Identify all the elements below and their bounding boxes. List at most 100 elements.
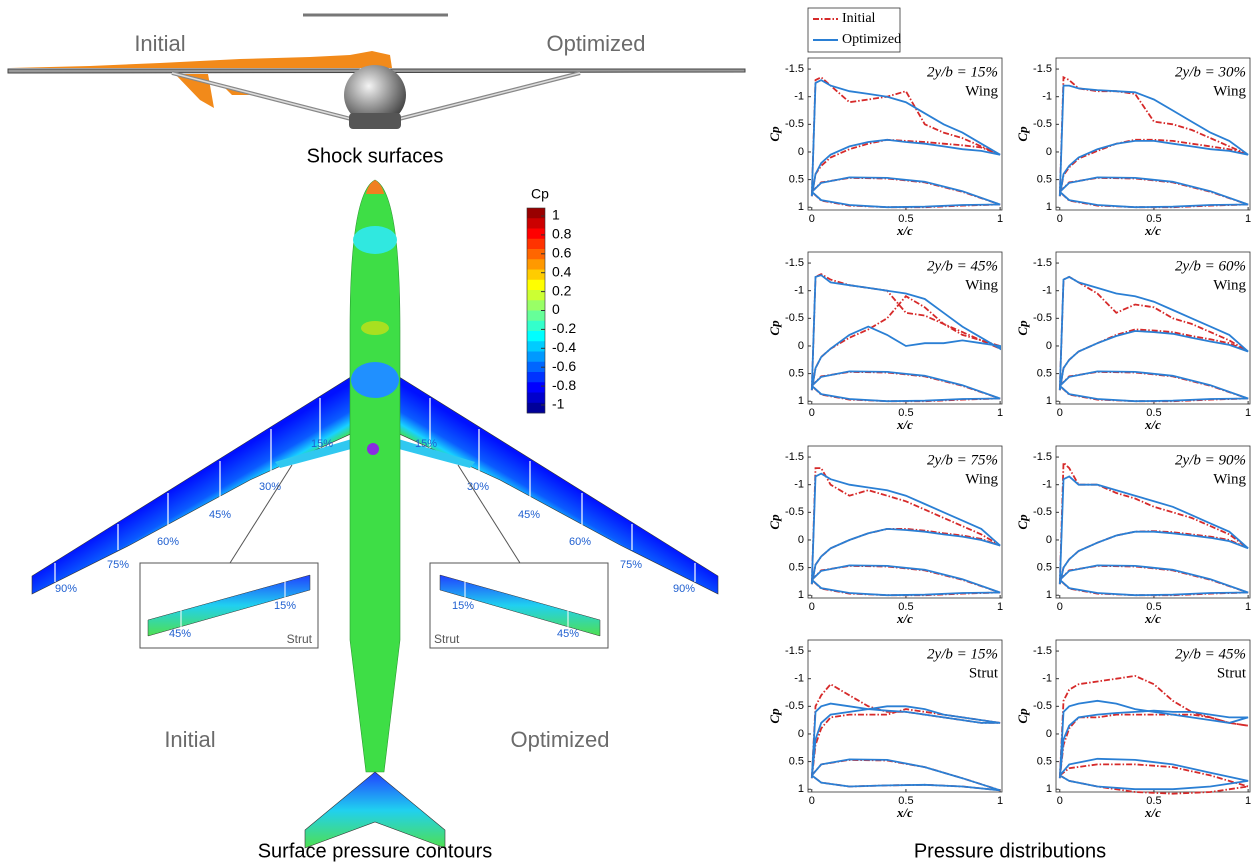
section-label: 2y/b = 90% xyxy=(1175,452,1246,468)
colorbar-band xyxy=(527,259,545,270)
section-label: 2y/b = 60% xyxy=(1175,258,1246,274)
contour-patch xyxy=(361,321,389,335)
y-tick-label: -0.5 xyxy=(785,118,804,130)
x-tick-label: 1 xyxy=(1245,601,1251,613)
wing xyxy=(32,370,362,594)
x-axis-label: x/c xyxy=(1144,417,1161,432)
label: Initial xyxy=(134,31,185,56)
section-label: 2y/b = 30% xyxy=(1175,64,1246,80)
x-axis-label: x/c xyxy=(1144,611,1161,626)
y-tick-label: -1.5 xyxy=(1033,451,1052,463)
y-tick-label: -1.5 xyxy=(1033,257,1052,269)
colorbar-title: Cp xyxy=(531,186,549,202)
x-tick-label: 1 xyxy=(1245,407,1251,419)
legend-label: Initial xyxy=(842,11,876,26)
section-label: 2y/b = 15% xyxy=(927,64,998,80)
colorbar-band xyxy=(527,270,545,281)
section-label: 60% xyxy=(157,536,179,548)
y-tick-label: 0 xyxy=(1046,728,1052,740)
y-tick-label: -1.5 xyxy=(785,451,804,463)
y-tick-label: 0 xyxy=(798,534,804,546)
colorbar-band xyxy=(527,218,545,229)
y-tick-label: -1 xyxy=(794,91,804,103)
caption: Shock surfaces xyxy=(307,145,444,167)
y-tick-label: -0.5 xyxy=(1033,118,1052,130)
y-tick-label: 1 xyxy=(1046,395,1052,407)
colorbar-label: -0.2 xyxy=(552,320,576,336)
y-axis-label: Cp xyxy=(1015,126,1030,142)
section-label: 2y/b = 75% xyxy=(927,452,998,468)
section-label: 45% xyxy=(169,628,191,640)
colorbar-band xyxy=(527,382,545,393)
y-tick-label: -1 xyxy=(1042,285,1052,297)
section-label: 30% xyxy=(467,481,489,493)
component-label: Wing xyxy=(1213,277,1246,293)
plot-frame xyxy=(808,58,1002,210)
section-label: 75% xyxy=(620,559,642,571)
x-tick-label: 0 xyxy=(809,407,815,419)
caption: Surface pressure contours xyxy=(258,840,493,862)
plot-frame xyxy=(808,446,1002,598)
y-tick-label: 0.5 xyxy=(789,368,804,380)
y-tick-label: 0 xyxy=(1046,146,1052,158)
section-label: 2y/b = 45% xyxy=(1175,646,1246,662)
y-tick-label: 1 xyxy=(798,589,804,601)
colorbar-band xyxy=(527,372,545,383)
section-label: 2y/b = 15% xyxy=(927,646,998,662)
section-label: 15% xyxy=(274,600,296,612)
section-label: 2y/b = 45% xyxy=(927,258,998,274)
x-axis-label: x/c xyxy=(1144,223,1161,238)
y-axis-label: Cp xyxy=(767,708,782,724)
x-tick-label: 1 xyxy=(997,795,1003,807)
y-tick-label: 0.5 xyxy=(1037,174,1052,186)
colorbar-label: 0.8 xyxy=(552,226,572,242)
inset-label: Strut xyxy=(287,632,313,646)
component-label: Wing xyxy=(1213,471,1246,487)
plot-frame xyxy=(1056,446,1250,598)
label: Optimized xyxy=(546,31,645,56)
x-axis-label: x/c xyxy=(896,805,913,820)
y-tick-label: 0 xyxy=(1046,340,1052,352)
plan-view: 90% 75% 60% 45% 30% 15% 15% 30% 45% 60% … xyxy=(32,180,718,862)
y-tick-label: -1 xyxy=(1042,673,1052,685)
y-tick-label: -0.5 xyxy=(785,700,804,712)
colorbar-label: -0.4 xyxy=(552,339,576,355)
component-label: Strut xyxy=(1217,665,1247,681)
nose xyxy=(366,180,384,194)
x-tick-label: 0 xyxy=(809,795,815,807)
y-tick-label: 1 xyxy=(1046,201,1052,213)
colorbar-label: 0 xyxy=(552,301,560,317)
section-label: 60% xyxy=(569,536,591,548)
y-tick-label: 0 xyxy=(798,340,804,352)
caption: Pressure distributions xyxy=(914,840,1106,862)
section-label: 15% xyxy=(415,438,437,450)
marker xyxy=(367,443,379,455)
colorbar-label: 1 xyxy=(552,207,560,223)
y-tick-label: -1.5 xyxy=(1033,63,1052,75)
y-tick-label: 1 xyxy=(798,783,804,795)
y-tick-label: -1.5 xyxy=(1033,645,1052,657)
component-label: Wing xyxy=(965,277,998,293)
colorbar-band xyxy=(527,331,545,342)
y-tick-label: 1 xyxy=(1046,589,1052,601)
y-tick-label: -1 xyxy=(794,479,804,491)
label: Initial xyxy=(164,727,215,752)
colorbar-band xyxy=(527,352,545,363)
x-tick-label: 0 xyxy=(1057,795,1063,807)
component-label: Wing xyxy=(965,471,998,487)
colorbar-band xyxy=(527,280,545,291)
y-tick-label: -1 xyxy=(794,285,804,297)
x-tick-label: 1 xyxy=(1245,795,1251,807)
plot-frame xyxy=(808,252,1002,404)
colorbar-band xyxy=(527,229,545,240)
x-axis-label: x/c xyxy=(896,611,913,626)
label: Optimized xyxy=(510,727,609,752)
section-label: 75% xyxy=(107,559,129,571)
shock-region xyxy=(10,51,392,68)
y-tick-label: 0.5 xyxy=(1037,368,1052,380)
x-tick-label: 0 xyxy=(809,213,815,225)
y-tick-label: 0.5 xyxy=(789,562,804,574)
y-tick-label: 0.5 xyxy=(789,174,804,186)
colorbar-label: 0.4 xyxy=(552,263,572,279)
x-tick-label: 0 xyxy=(1057,213,1063,225)
